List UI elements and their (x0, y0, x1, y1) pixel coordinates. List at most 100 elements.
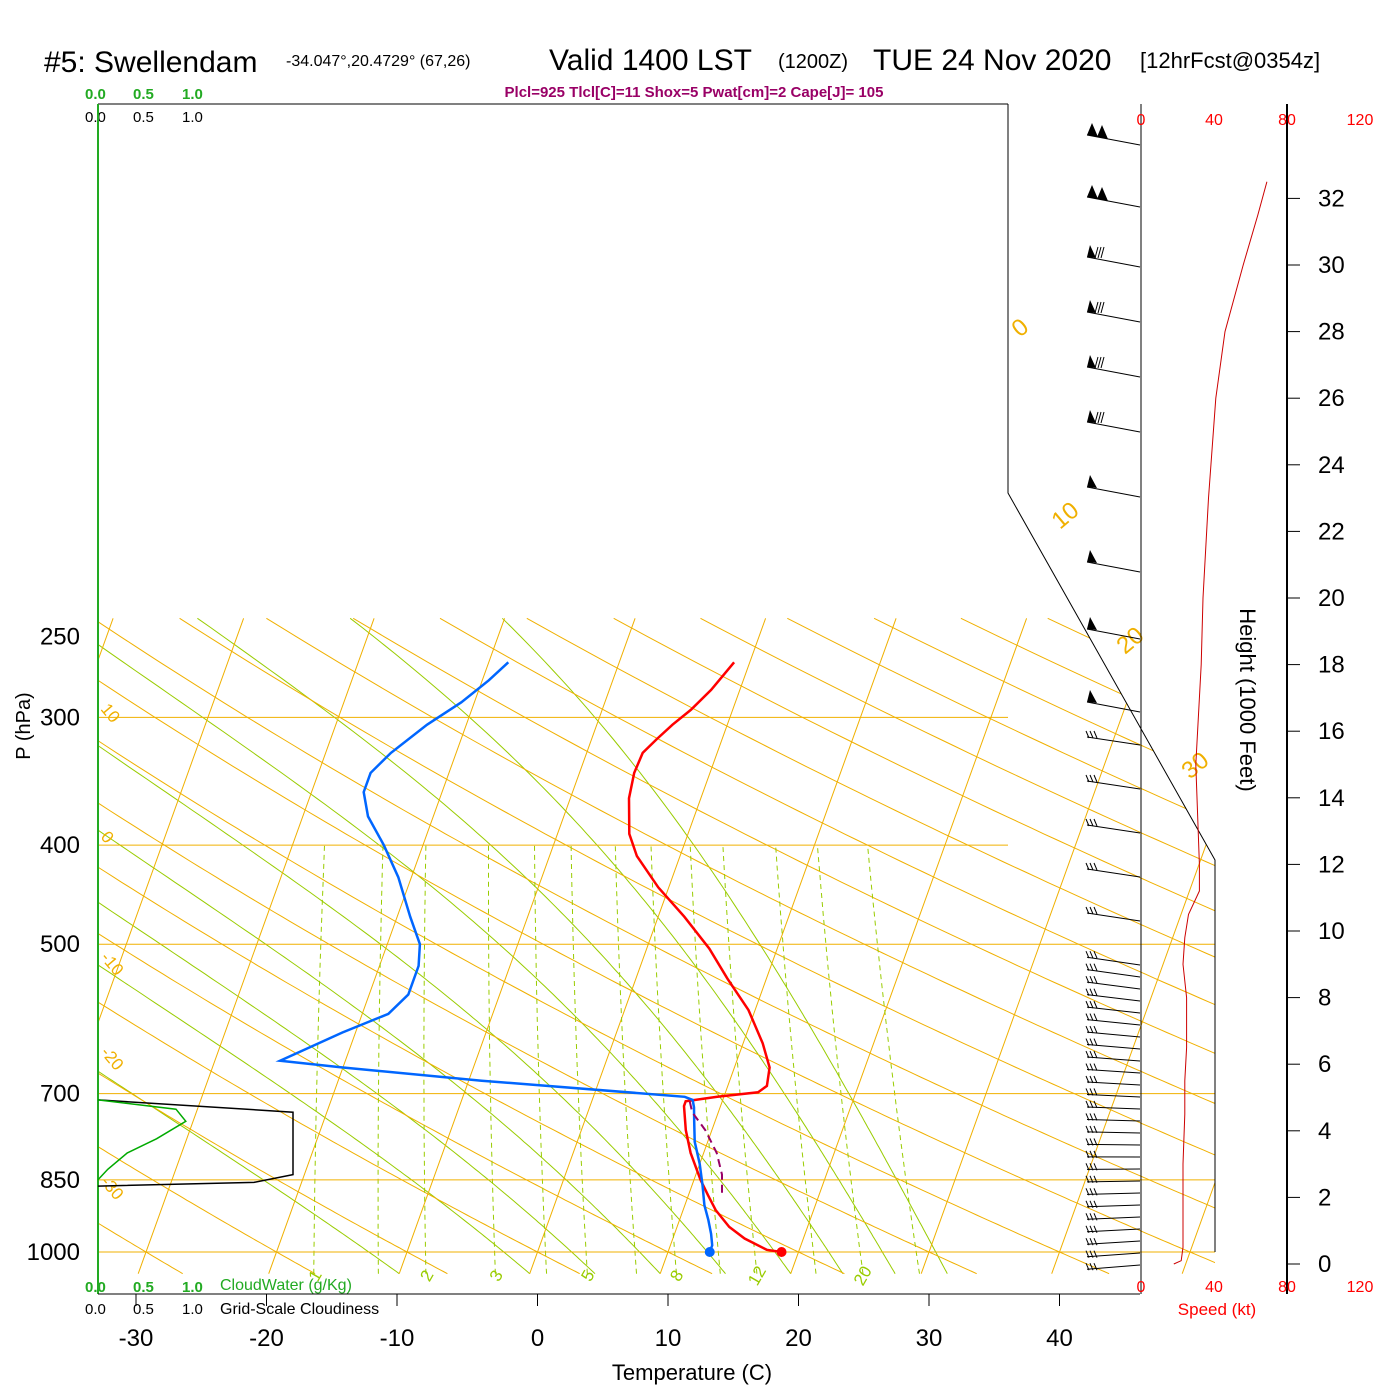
dry-adiabats (98, 617, 1400, 1275)
height-tick-label: 8 (1318, 985, 1331, 1012)
wind-barb-feather (1085, 1025, 1090, 1034)
wind-barb-pennant (1087, 355, 1096, 368)
wind-barb (1085, 1113, 1141, 1122)
wind-barb-feather (1097, 246, 1102, 259)
wind-barb-feather (1085, 1263, 1090, 1271)
wind-barb-feather (1085, 1000, 1090, 1009)
cloudwater-tick: 0.0 (85, 1279, 106, 1296)
wind-barb-pennant (1097, 187, 1108, 201)
wind-barb (1085, 1013, 1141, 1026)
height-tick-label: 12 (1318, 851, 1345, 878)
wind-barb-feather (1089, 1113, 1094, 1121)
wind-barb-pennant (1087, 185, 1098, 199)
wind-barb (1085, 1038, 1141, 1050)
wind-barb-feather (1085, 1163, 1090, 1171)
dry-adiabat-line (98, 617, 977, 1275)
wind-barb-staff (1086, 1056, 1141, 1062)
wind-barb-feather (1085, 818, 1090, 827)
x-tick-label: -10 (380, 1325, 415, 1352)
wind-barb-feather (1094, 356, 1099, 369)
wind-barb-feather (1093, 1250, 1098, 1258)
isotherm-label: 10 (1047, 497, 1085, 535)
height-tick-label: 20 (1318, 585, 1345, 612)
wind-barb (1086, 245, 1141, 268)
wind-barb-feather (1085, 1175, 1090, 1184)
isotherm-line (98, 618, 245, 1274)
cloudwater-scale-top: 0.0 0.5 1.0 (85, 86, 203, 103)
y-tick-label: 1000 (27, 1239, 80, 1266)
moist-adiabat-line (98, 744, 726, 1275)
surface-dewpoint-dot (704, 1247, 715, 1257)
dry-adiabat-line (266, 617, 1215, 1275)
wind-barb-staff (1086, 1106, 1141, 1110)
wind-barb-feather (1093, 951, 1098, 959)
dry-adiabat-line (1308, 618, 1400, 1273)
wind-barb-feather (1085, 1213, 1090, 1221)
wind-barb-feather (1089, 988, 1094, 996)
wind-barb (1085, 951, 1141, 966)
wind-barb-feather (1100, 301, 1105, 314)
wind-barb-pennant (1097, 125, 1108, 139)
wind-barb-staff (1086, 1081, 1141, 1086)
x-tick-label: 30 (916, 1325, 943, 1352)
speed-tick-top: 0 (1137, 112, 1146, 129)
x-tick-label: 40 (1046, 1325, 1073, 1352)
height-tick-label: 24 (1318, 452, 1345, 479)
isotherm-line (398, 618, 636, 1274)
wind-barb-feather (1093, 1213, 1098, 1221)
wind-barb-staff (1086, 1131, 1141, 1134)
mixing-ratio-line (570, 845, 588, 1274)
mixing-ratio-line (423, 845, 427, 1274)
mixing-ratio-lines (313, 845, 920, 1274)
wind-barb-staff (1086, 1019, 1141, 1026)
isotherm-label: -20 (97, 1043, 127, 1074)
wind-barb (1086, 123, 1141, 146)
wind-barb-feather (1085, 774, 1090, 783)
y-tick-label: 400 (40, 832, 80, 859)
isotherm-line (1313, 618, 1400, 1273)
wind-barb-feather (1093, 1225, 1098, 1233)
height-tick-label: 6 (1318, 1051, 1331, 1078)
wind-barb-feather (1089, 906, 1094, 915)
speed-axis-label: Speed (kt) (1178, 1300, 1256, 1319)
dry-adiabat-line (98, 617, 713, 1275)
mixing-ratio-label: 2 (416, 1267, 437, 1285)
wind-barb-feather (1094, 301, 1099, 314)
speed-tick-bottom: 0 (1137, 1279, 1146, 1296)
wind-barb-feather (1085, 1138, 1090, 1146)
frame-right-edge (1007, 104, 1216, 1252)
y-tick-label: 300 (40, 704, 80, 731)
wind-barb-feather (1093, 906, 1098, 915)
wind-barb (1086, 690, 1141, 713)
wind-barb (1085, 1188, 1141, 1196)
cloudiness-tick: 1.0 (182, 109, 203, 126)
wind-barb (1086, 410, 1141, 433)
mixing-ratio-label: 5 (577, 1267, 598, 1285)
cloud-water-line (97, 1099, 187, 1181)
y-tick-label: 500 (40, 931, 80, 958)
isotherm-label: 10 (97, 700, 124, 727)
wind-barb (1086, 617, 1141, 640)
wind-barb-feather (1085, 1013, 1090, 1021)
wind-barb (1085, 862, 1141, 878)
wind-barb-feather (1085, 1038, 1090, 1046)
wind-barb-feather (1089, 1263, 1094, 1271)
wind-barb-feather (1089, 1100, 1094, 1109)
cloudiness-tick: 0.0 (85, 109, 106, 126)
wind-barb-staff (1086, 1069, 1141, 1074)
wind-barb-feather (1085, 1100, 1090, 1109)
wind-barb-feather (1093, 1163, 1098, 1171)
dry-adiabat-line (98, 617, 1110, 1275)
wind-barb-feather (1097, 301, 1102, 314)
wind-barb (1085, 1150, 1141, 1159)
dry-adiabat-line (98, 617, 448, 1275)
moist-adiabat-line (98, 829, 661, 1275)
wind-barb-feather (1093, 1263, 1098, 1271)
moist-adiabat-line (98, 901, 596, 1275)
dry-adiabat-line (98, 617, 1215, 1275)
mixing-ratio-line (377, 845, 384, 1274)
dry-adiabat-line (98, 617, 316, 1275)
dry-adiabat-line (873, 617, 1215, 1275)
wind-barb-feather (1089, 1238, 1094, 1246)
